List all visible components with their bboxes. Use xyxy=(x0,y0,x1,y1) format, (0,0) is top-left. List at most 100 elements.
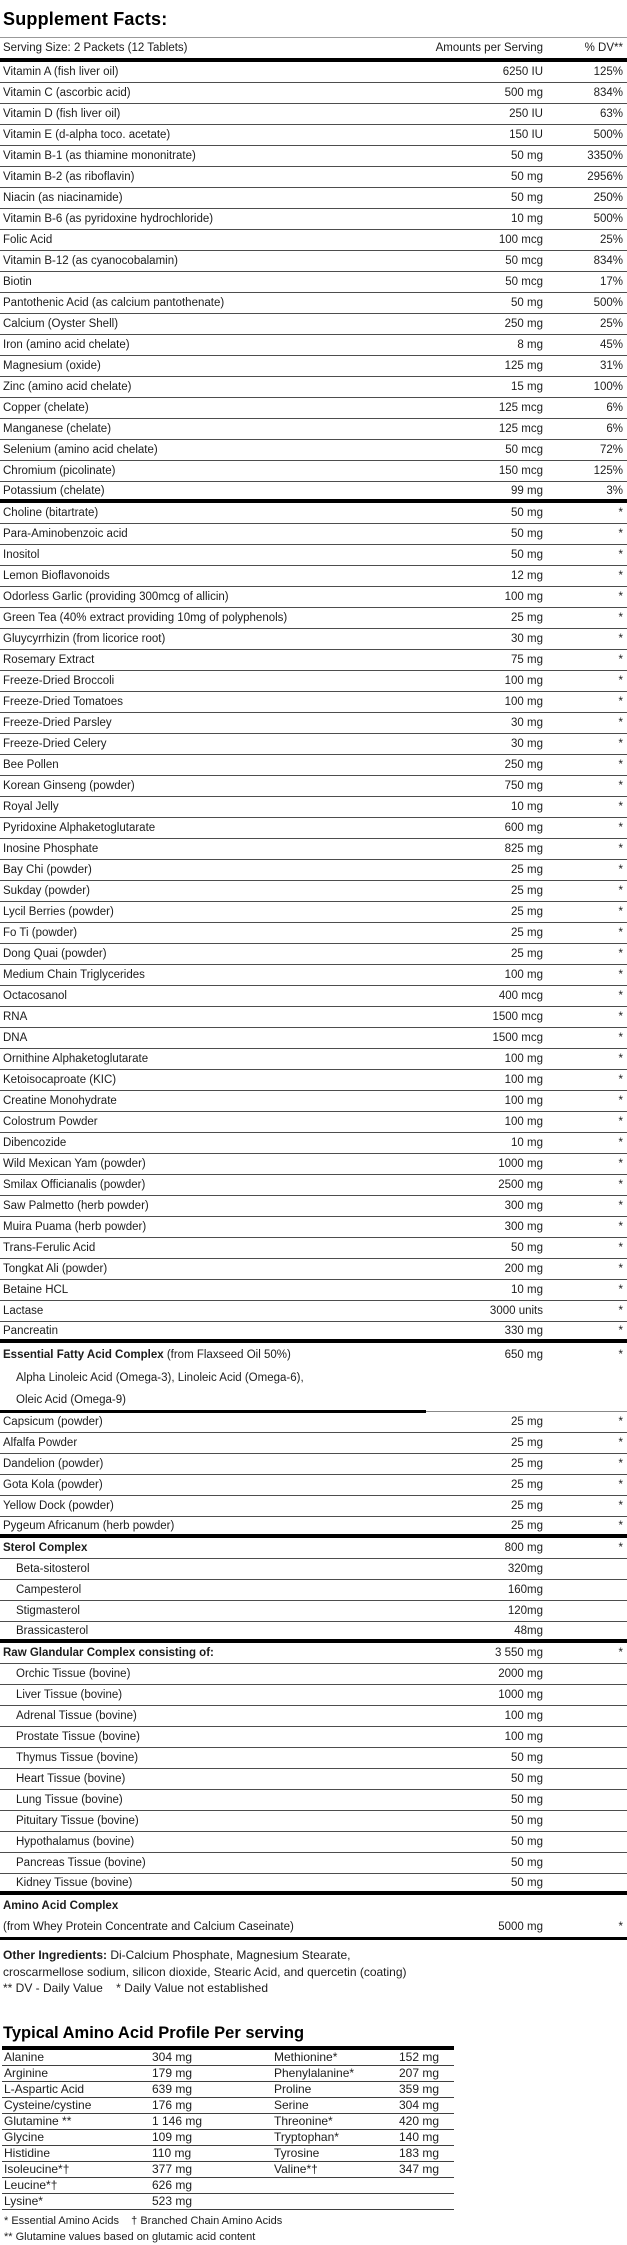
table-row: Gota Kola (powder) 25 mg * xyxy=(0,1475,627,1496)
table-row: Oleic Acid (Omega-9) xyxy=(0,1389,627,1413)
row-label: Orchic Tissue (bovine) xyxy=(16,1668,131,1680)
table-row: Selenium (amino acid chelate) 50 mcg 72% xyxy=(0,440,627,461)
dv-footnote: ** DV - Daily Value * Daily Value not es… xyxy=(3,1981,269,1995)
row-label: Hypothalamus (bovine) xyxy=(16,1836,135,1848)
row-label: Chromium (picolinate) xyxy=(3,465,116,477)
row-dv: 63% xyxy=(599,108,623,120)
row-amount: 100 mg xyxy=(504,1116,543,1128)
amino-value: 639 mg xyxy=(152,2082,193,2096)
amino-value: 109 mg xyxy=(152,2130,193,2144)
row-dv: * xyxy=(618,801,623,813)
row-amount: 250 mg xyxy=(504,318,543,330)
row-dv: * xyxy=(618,843,623,855)
row-dv: 125% xyxy=(593,66,623,78)
row-dv: * xyxy=(618,1263,623,1275)
row-label: Dibencozide xyxy=(3,1137,67,1149)
table-row: Vitamin E (d-alpha toco. acetate) 150 IU 5… xyxy=(0,125,627,146)
row-dv: * xyxy=(618,990,623,1002)
row-amount: 400 mcg xyxy=(498,990,543,1002)
row-label: Biotin xyxy=(3,276,32,288)
row-amount: 50 mg xyxy=(511,1794,543,1806)
row-amount: 25 mg xyxy=(511,612,543,624)
amino-name: Tryptophan* xyxy=(274,2130,339,2144)
amino-value: 179 mg xyxy=(152,2066,193,2080)
row-dv: * xyxy=(618,696,623,708)
table-row: Octacosanol 400 mcg * xyxy=(0,986,627,1007)
row-label: Gota Kola (powder) xyxy=(3,1479,103,1491)
other-ingredients: Other Ingredients: Di-Calcium Phosphate,… xyxy=(0,1940,627,1997)
row-amount: 50 mg xyxy=(511,528,543,540)
amino-name: Proline xyxy=(274,2082,312,2096)
row-dv: 100% xyxy=(593,381,623,393)
table-row: Dandelion (powder) 25 mg * xyxy=(0,1454,627,1475)
row-label: Vitamin D (fish liver oil) xyxy=(3,108,121,120)
row-label: Campesterol xyxy=(16,1584,82,1596)
row-label: Kidney Tissue (bovine) xyxy=(16,1876,133,1889)
row-amount: 30 mg xyxy=(511,633,543,645)
row-label: Green Tea (40% extract providing 10mg of… xyxy=(3,612,288,624)
row-dv: * xyxy=(618,948,623,960)
row-label: Tongkat Ali (powder) xyxy=(3,1263,108,1275)
row-label: Thymus Tissue (bovine) xyxy=(16,1752,139,1764)
row-dv: 25% xyxy=(599,318,623,330)
amino-name: Tyrosine xyxy=(274,2146,320,2160)
table-row: Iron (amino acid chelate) 8 mg 45% xyxy=(0,335,627,356)
row-label: Sukday (powder) xyxy=(3,885,90,897)
row-dv: * xyxy=(618,1416,623,1428)
row-dv: * xyxy=(618,1437,623,1449)
row-amount: 75 mg xyxy=(511,654,543,666)
amino-profile-title: Typical Amino Acid Profile Per serving xyxy=(2,2024,454,2050)
table-row: Green Tea (40% extract providing 10mg of… xyxy=(0,608,627,629)
row-amount: 25 mg xyxy=(511,1519,543,1532)
amino-value: 304 mg xyxy=(152,2050,193,2064)
row-label: Odorless Garlic (providing 300mcg of all… xyxy=(3,591,229,603)
row-dv: * xyxy=(618,654,623,666)
row-dv: * xyxy=(618,1137,623,1149)
table-row: Kidney Tissue (bovine) 50 mg xyxy=(0,1874,627,1895)
row-label: DNA xyxy=(3,1032,28,1044)
row-amount: 25 mg xyxy=(511,1500,543,1512)
amino-name: Histidine xyxy=(4,2146,51,2160)
table-row: Vitamin A (fish liver oil) 6250 IU 125% xyxy=(0,62,627,83)
row-label: Pygeum Africanum (herb powder) xyxy=(3,1519,175,1532)
row-amount: 100 mg xyxy=(504,696,543,708)
row-amount: 5000 mg xyxy=(498,1920,543,1933)
row-amount: 200 mg xyxy=(504,1263,543,1275)
row-label: Medium Chain Triglycerides xyxy=(3,969,145,981)
row-amount: 15 mg xyxy=(511,381,543,393)
row-dv: * xyxy=(618,1032,623,1044)
row-dv: * xyxy=(618,612,623,624)
table-row: Choline (bitartrate) 50 mg * xyxy=(0,503,627,524)
table-row: Fo Ti (powder) 25 mg * xyxy=(0,923,627,944)
row-label: RNA xyxy=(3,1011,28,1023)
table-row: Essential Fatty Acid Complex (from Flaxs… xyxy=(0,1343,627,1366)
row-amount: 1500 mcg xyxy=(492,1011,543,1023)
table-row: Vitamin B-2 (as riboflavin) 50 mg 2956% xyxy=(0,167,627,188)
row-amount: 25 mg xyxy=(511,906,543,918)
amino-value: 110 mg xyxy=(152,2146,192,2160)
amino-value: 359 mg xyxy=(399,2082,440,2096)
row-dv: * xyxy=(618,759,623,771)
row-dv: 834% xyxy=(593,255,623,267)
row-dv: 45% xyxy=(599,339,623,351)
table-row: Raw Glandular Complex consisting of: 3 55… xyxy=(0,1643,627,1664)
row-label: Fo Ti (powder) xyxy=(3,927,78,939)
amino-value: 377 mg xyxy=(152,2162,193,2176)
table-row: RNA 1500 mcg * xyxy=(0,1007,627,1028)
row-dv: 72% xyxy=(599,444,623,456)
row-dv: * xyxy=(618,864,623,876)
row-label: Folic Acid xyxy=(3,234,53,246)
row-amount: 25 mg xyxy=(511,948,543,960)
table-row: Royal Jelly 10 mg * xyxy=(0,797,627,818)
amino-row: Leucine*† 626 mg xyxy=(2,2178,454,2194)
row-dv: 6% xyxy=(606,402,623,414)
row-dv: 500% xyxy=(593,297,623,309)
row-amount: 100 mg xyxy=(504,1053,543,1065)
other-ingredients-text2: croscarmellose sodium, silicon dioxide, … xyxy=(3,1964,407,1979)
table-row: Beta-sitosterol 320mg xyxy=(0,1559,627,1580)
other-ingredients-label: Other Ingredients: xyxy=(3,1948,108,1962)
amino-row: L-Aspartic Acid 639 mg Proline 359 mg xyxy=(2,2082,454,2098)
row-label: Korean Ginseng (powder) xyxy=(3,780,135,792)
row-amount: 125 mcg xyxy=(498,423,543,435)
amino-footnote-1: * Essential Amino Acids † Branched Chain… xyxy=(4,2214,283,2227)
